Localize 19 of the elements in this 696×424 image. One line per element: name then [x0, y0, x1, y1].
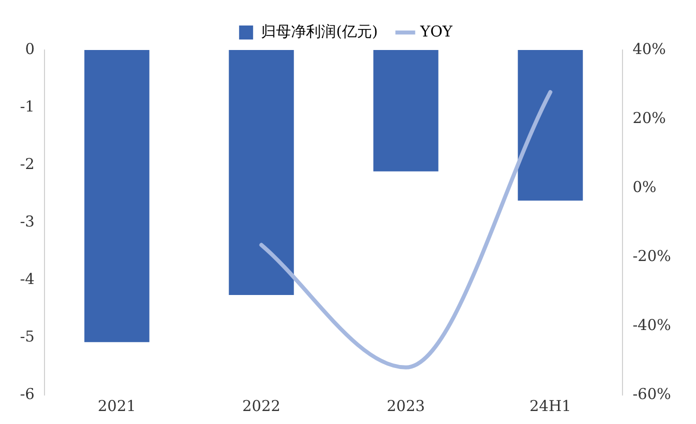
y-tick-label: -3 — [20, 212, 35, 230]
y2-tick-label: -60% — [632, 384, 672, 403]
x-tick-label: 24H1 — [529, 396, 572, 415]
y-tick-label: -1 — [20, 97, 35, 116]
y-tick-label: -2 — [20, 154, 35, 173]
y-tick-label: -5 — [20, 327, 35, 346]
y-tick-label: 0 — [25, 40, 35, 58]
x-tick-label: 2023 — [386, 396, 425, 415]
y-tick-label: -4 — [20, 270, 35, 288]
legend-label: YOY — [419, 22, 454, 40]
x-tick-label: 2022 — [242, 396, 280, 415]
y2-tick-label: 0% — [632, 178, 656, 196]
legend-label: 归母净利润(亿元) — [261, 22, 378, 40]
y2-tick-label: 40% — [632, 40, 666, 58]
y2-tick-label: 20% — [632, 108, 666, 127]
y2-tick-label: -20% — [632, 246, 672, 265]
x-tick-label: 2021 — [98, 396, 136, 415]
y-tick-label: -6 — [20, 384, 35, 403]
y2-tick-label: -40% — [632, 316, 672, 334]
